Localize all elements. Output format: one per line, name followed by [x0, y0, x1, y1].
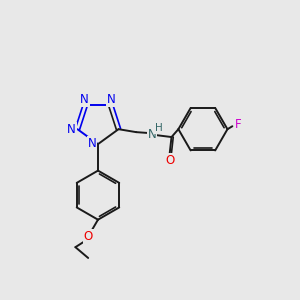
Text: O: O	[165, 154, 174, 167]
Text: N: N	[67, 123, 76, 136]
Text: N: N	[88, 136, 97, 150]
Text: F: F	[235, 118, 242, 131]
Text: N: N	[107, 93, 116, 106]
Text: O: O	[83, 230, 93, 243]
Text: N: N	[148, 128, 156, 141]
Text: H: H	[155, 123, 163, 133]
Text: N: N	[80, 93, 89, 106]
